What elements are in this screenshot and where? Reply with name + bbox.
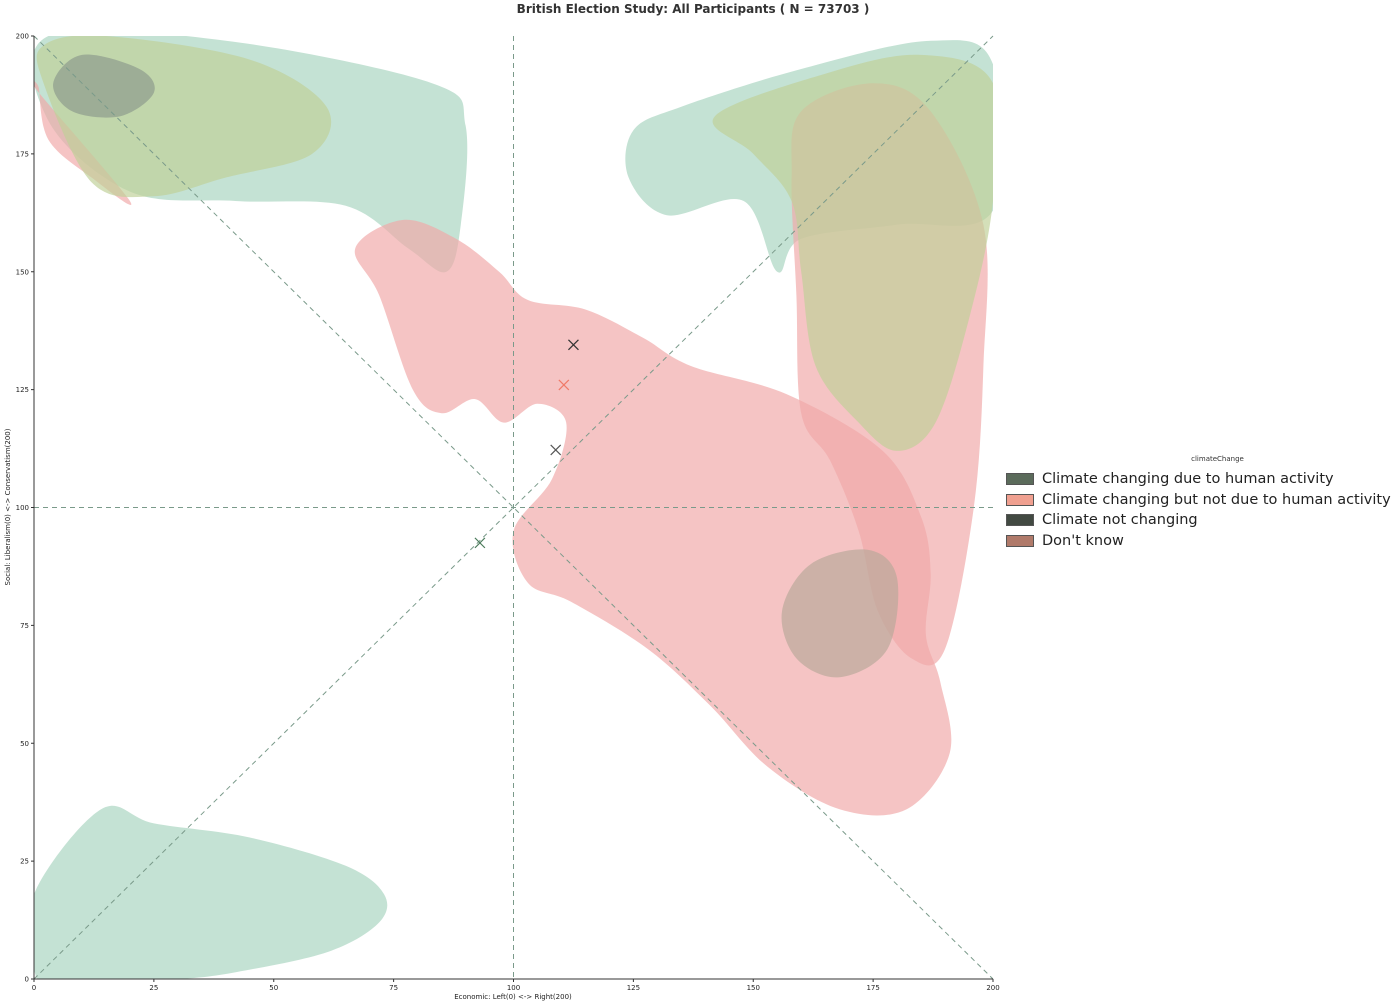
y-tick-label-50: 50 — [20, 740, 29, 748]
y-tick-label-0: 0 — [25, 976, 29, 984]
x-tick-label-50: 50 — [269, 984, 278, 992]
y-axis-label: Social: Liberalism(0) <-> Conservatism(2… — [4, 428, 12, 585]
legend-swatch — [1006, 514, 1034, 527]
legend-swatch — [1006, 473, 1034, 486]
x-tick-label-25: 25 — [149, 984, 158, 992]
legend-item: Climate changing due to human activity — [1000, 469, 1395, 490]
chart-title: British Election Study: All Participants… — [517, 2, 870, 16]
density-region-3 — [354, 219, 952, 816]
y-tick-label-175: 175 — [16, 150, 29, 158]
density-region-0 — [34, 805, 388, 979]
marker-2-0 — [550, 444, 562, 456]
marker-1-0 — [558, 379, 570, 391]
density-regions — [34, 36, 993, 979]
x-tick-label-150: 150 — [747, 984, 760, 992]
x-tick-label-100: 100 — [507, 984, 520, 992]
marker-stroke-b — [474, 537, 486, 549]
legend-label: Climate changing but not due to human ac… — [1042, 491, 1391, 508]
ref-line-antidiagonal — [33, 35, 994, 980]
density-region-9 — [781, 549, 899, 678]
legend-item: Climate not changing — [1000, 510, 1395, 531]
legend-label: Climate not changing — [1042, 512, 1198, 529]
y-tick-label-200: 200 — [16, 33, 29, 41]
y-tick-label-75: 75 — [20, 622, 29, 630]
x-axis-label: Economic: Left(0) <-> Right(200) — [454, 993, 572, 1001]
legend-items: Climate changing due to human activity Cl… — [1000, 469, 1395, 551]
legend-label: Climate changing due to human activity — [1042, 471, 1334, 488]
y-tick-label-125: 125 — [16, 386, 29, 394]
density-region-7 — [712, 54, 993, 451]
density-region-8 — [53, 54, 155, 118]
legend-swatch — [1006, 493, 1034, 506]
axes: 0 25 50 75 100 125 150 175 200 0 25 50 75 100 125 150 17… — [16, 33, 1000, 993]
legend-item: Climate changing but not due to human ac… — [1000, 490, 1395, 511]
legend-item: Don't know — [1000, 531, 1395, 552]
y-tick-label-100: 100 — [16, 504, 29, 512]
legend-title: climateChange — [1191, 455, 1244, 463]
y-tick-label-25: 25 — [20, 858, 29, 866]
y-tick-label-150: 150 — [16, 268, 29, 276]
x-tick-label-125: 125 — [627, 984, 640, 992]
legend-swatch — [1006, 534, 1034, 547]
marker-3-0 — [474, 537, 486, 549]
mean-markers — [474, 339, 579, 549]
legend-label: Don't know — [1042, 532, 1124, 549]
marker-stroke-b — [568, 339, 579, 351]
x-tick-label-75: 75 — [389, 984, 398, 992]
x-tick-label-175: 175 — [866, 984, 879, 992]
reference-lines — [33, 35, 994, 980]
marker-stroke-b — [558, 379, 570, 391]
x-tick-label-200: 200 — [986, 984, 999, 992]
ref-line-diagonal — [33, 35, 994, 980]
x-tick-label-0: 0 — [32, 984, 36, 992]
marker-stroke-b — [550, 444, 562, 456]
legend: climateChange Climate changing due to hu… — [1000, 455, 1395, 551]
marker-0-0 — [568, 339, 579, 351]
